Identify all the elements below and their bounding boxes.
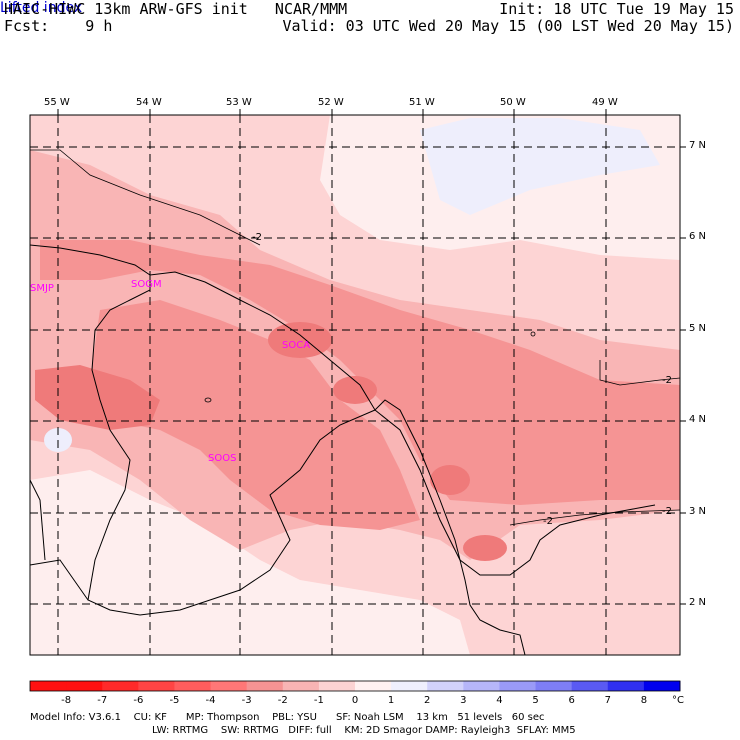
colorbar-tick-label: 4	[496, 695, 503, 706]
lon-label: 54 W	[136, 97, 162, 108]
field-name: Lifted index	[0, 0, 83, 16]
lon-label: 49 W	[592, 97, 618, 108]
model-title: HAIC-HIWC 13km ARW-GFS init NCAR/MMM	[4, 0, 348, 18]
lat-label: 6 N	[689, 231, 707, 242]
colorbar-unit: °C	[672, 695, 684, 706]
lat-label: 5 N	[689, 323, 707, 334]
region-minus4-west	[35, 365, 160, 430]
valid-time: Valid: 03 UTC Wed 20 May 15 (00 LST Wed …	[282, 17, 734, 35]
graticule	[30, 115, 680, 655]
border-west	[29, 559, 89, 601]
region-positive	[420, 118, 660, 215]
region-minus3	[40, 240, 680, 505]
station-label: SOCA	[282, 340, 311, 351]
contour-minus2-north	[30, 149, 261, 246]
colorbar-tick-label: 6	[568, 695, 575, 706]
lon-label: 51 W	[409, 97, 435, 108]
contour-minus2-south	[509, 509, 681, 526]
colorbar-tick-label: 8	[640, 695, 648, 706]
colorbar-swatch	[499, 681, 537, 691]
station-label: SOGM	[131, 279, 162, 290]
colorbar-swatch	[138, 681, 175, 691]
model-info-line1: Model Info: V3.6.1 CU: KF MP: Thompson P…	[30, 712, 545, 723]
region-minus3-south	[90, 300, 420, 530]
station-label: SMJP	[30, 283, 54, 294]
colorbar-swatch	[355, 681, 392, 691]
colorbar-tick-label: 0	[351, 695, 359, 706]
lat-label: 7 N	[689, 140, 707, 151]
region-minus4-a	[268, 322, 332, 358]
colorbar-tick-label: 2	[424, 695, 431, 706]
colorbar-tick-label: -8	[61, 695, 72, 706]
lon-label: 53 W	[226, 97, 252, 108]
island-marker	[204, 397, 212, 403]
colorbar-swatch	[318, 681, 356, 691]
colorbar-swatch	[30, 681, 67, 691]
lon-label: 52 W	[318, 97, 344, 108]
colorbar-swatch	[282, 681, 320, 691]
init-time: Init: 18 UTC Tue 19 May 15	[499, 0, 734, 18]
colorbar-tick-label: 1	[387, 695, 395, 706]
colorbar-swatch	[102, 681, 139, 691]
lon-label: 55 W	[44, 97, 70, 108]
model-info-line2: LW: RRTMG SW: RRTMG DIFF: full KM: 2D Sm…	[152, 725, 576, 736]
colorbar-swatch	[66, 681, 103, 691]
colorbar-swatch	[174, 681, 212, 691]
colorbar-swatch	[210, 681, 248, 691]
lon-ticks	[57, 109, 607, 115]
colorbar-tick-label: 5	[532, 695, 539, 706]
colorbar	[30, 681, 681, 691]
lat-ticks	[680, 146, 686, 605]
contour-label: -2	[543, 516, 553, 527]
colorbar-swatch	[571, 681, 609, 691]
lon-label: 50 W	[500, 97, 526, 108]
colorbar-swatch	[391, 681, 428, 691]
colorbar-tick-label: -3	[241, 695, 252, 706]
contour-dot	[530, 331, 536, 337]
colorbar-tick-label: -5	[169, 695, 180, 706]
colorbar-swatch	[427, 681, 464, 691]
colorbar-tick-label: -6	[133, 695, 144, 706]
colorbar-frame	[29, 680, 681, 692]
contour-label: -2	[252, 232, 262, 243]
colorbar-tick-label: -1	[313, 695, 324, 706]
region-minus4-b	[333, 376, 377, 404]
colorbar-tick-label: 7	[604, 695, 611, 706]
colorbar-tick-label: -7	[97, 695, 108, 706]
border-guyane-brazil	[374, 409, 656, 576]
station-label: SOOS	[208, 453, 237, 464]
forecast-hour: Fcst: 9 h	[4, 17, 113, 35]
lat-label: 4 N	[689, 414, 707, 425]
region-minus4-d	[463, 535, 507, 561]
colorbar-swatch	[246, 681, 284, 691]
contour-label: -2	[662, 375, 672, 386]
colorbar-tick-label: -4	[205, 695, 216, 706]
contour-label: -2	[662, 506, 672, 517]
lat-label: 2 N	[689, 597, 707, 608]
colorbar-swatch	[535, 681, 573, 691]
river-sw	[29, 479, 46, 561]
region-minus4-c	[430, 465, 470, 495]
map-frame	[29, 114, 681, 656]
colorbar-swatch	[643, 681, 681, 691]
colorbar-tick-label: -2	[277, 695, 288, 706]
colorbar-tick-label: 3	[460, 695, 467, 706]
region-sw-near-zero	[30, 470, 470, 655]
colorbar-swatch	[607, 681, 645, 691]
contour-minus2-east	[599, 360, 681, 386]
lat-label: 3 N	[689, 506, 707, 517]
colorbar-swatch	[463, 681, 500, 691]
